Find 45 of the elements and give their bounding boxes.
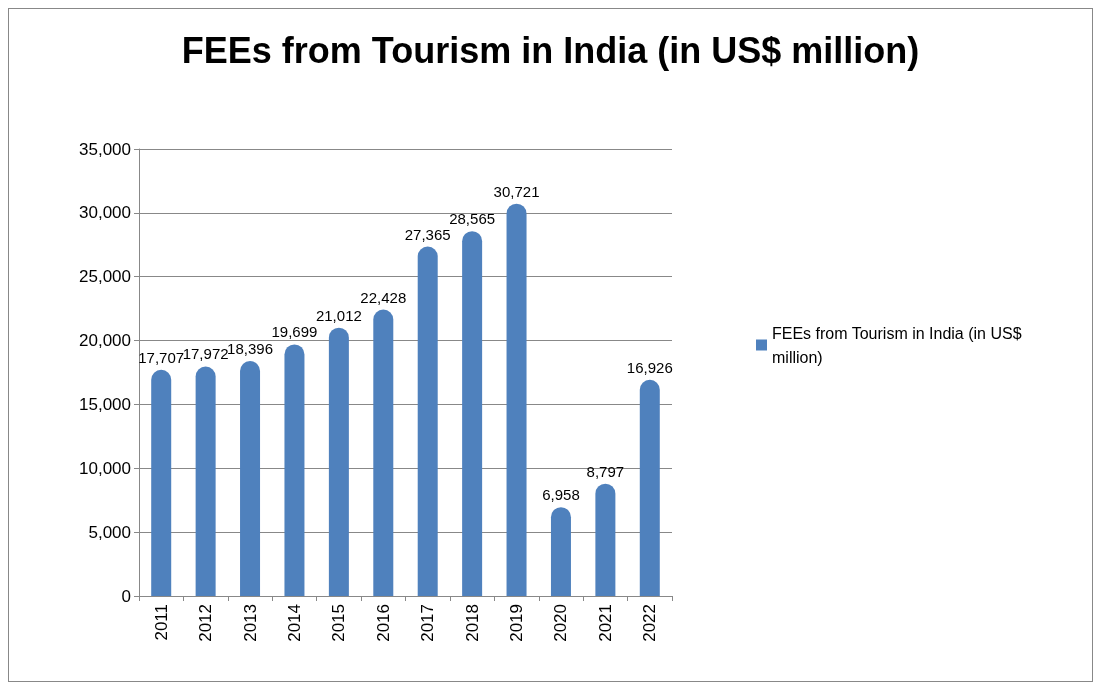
data-label: 21,012 <box>315 306 362 324</box>
bar <box>373 309 394 596</box>
y-tick-label: 20,000 <box>79 331 131 351</box>
bar <box>284 344 305 596</box>
data-label: 28,565 <box>449 210 496 228</box>
bar <box>462 231 483 596</box>
data-label: 8,797 <box>586 462 625 480</box>
chart-title: FEEs from Tourism in India (in US$ million) <box>181 29 920 71</box>
x-tick-label: 2014 <box>284 604 304 642</box>
data-label: 19,699 <box>271 323 318 341</box>
legend-label: FEEs from Tourism in India (in US$ million) <box>772 324 1027 366</box>
y-tick-label: 5,000 <box>88 522 131 542</box>
y-tick-label: 10,000 <box>79 458 131 478</box>
bar <box>417 246 438 596</box>
x-tick-label: 2021 <box>595 604 615 642</box>
bar <box>550 507 571 596</box>
x-tick-label: 2020 <box>551 604 571 642</box>
y-tick-label: 0 <box>121 586 131 606</box>
bar <box>506 203 527 596</box>
x-tick-label: 2022 <box>640 604 660 642</box>
data-label: 16,926 <box>626 358 673 376</box>
bar <box>328 327 349 596</box>
x-tick-label: 2012 <box>196 604 216 642</box>
x-tick-label: 2015 <box>329 604 349 642</box>
x-tick-label: 2018 <box>462 604 482 642</box>
x-tick-label: 2019 <box>507 604 527 642</box>
data-label: 30,721 <box>493 182 540 200</box>
bar <box>595 483 616 596</box>
y-tick-label: 25,000 <box>79 267 131 287</box>
bar <box>639 379 660 596</box>
data-label: 6,958 <box>542 486 580 504</box>
x-tick-label: 2017 <box>418 604 438 642</box>
x-tick-label: 2013 <box>240 604 260 642</box>
bar <box>240 361 261 596</box>
data-label: 22,428 <box>360 288 407 306</box>
y-tick-label: 15,000 <box>79 394 131 414</box>
data-label: 17,707 <box>138 348 185 366</box>
bar <box>195 366 216 596</box>
bar <box>151 369 172 596</box>
y-tick-label: 35,000 <box>79 139 131 159</box>
x-tick-label: 2011 <box>151 604 171 641</box>
data-label: 27,365 <box>404 225 451 243</box>
data-label: 18,396 <box>227 340 273 358</box>
x-tick-label: 2016 <box>373 604 393 642</box>
y-tick-label: 30,000 <box>79 203 131 223</box>
